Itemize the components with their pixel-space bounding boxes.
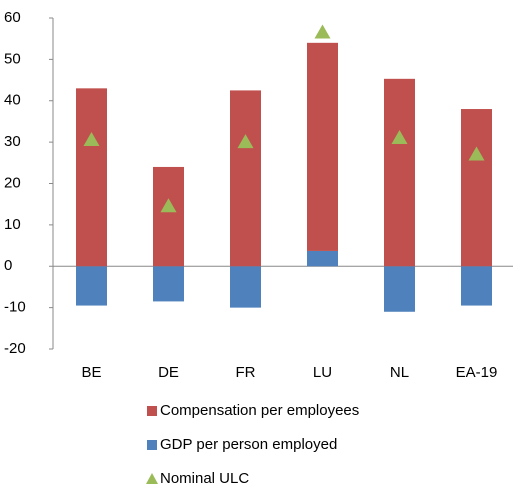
y-tick-label: -10 xyxy=(4,299,26,316)
y-tick-label: 30 xyxy=(4,133,21,150)
marker xyxy=(160,198,177,213)
bar-segment xyxy=(461,266,492,306)
y-tick-label: 0 xyxy=(4,257,12,274)
legend-label: Nominal ULC xyxy=(160,470,249,487)
legend-swatch xyxy=(147,406,157,416)
bar-segment xyxy=(230,90,261,267)
marker xyxy=(83,132,100,147)
marker xyxy=(468,146,485,161)
y-tick-label: 60 xyxy=(4,9,21,26)
x-tick-label: NL xyxy=(390,364,409,381)
bar-segment xyxy=(153,266,184,302)
bar-segment xyxy=(384,266,415,312)
x-tick-label: BE xyxy=(81,364,101,381)
marker xyxy=(237,134,254,149)
legend-marker xyxy=(146,473,158,484)
y-tick-label: 50 xyxy=(4,50,21,67)
marker xyxy=(314,24,331,39)
y-tick-label: 20 xyxy=(4,174,21,191)
x-tick-label: FR xyxy=(236,364,256,381)
y-tick-label: 10 xyxy=(4,216,21,233)
marker xyxy=(391,129,408,144)
bar-segment xyxy=(153,166,184,267)
bar-segment xyxy=(230,266,261,308)
y-tick-label: 40 xyxy=(4,92,21,109)
x-tick-label: LU xyxy=(313,364,332,381)
x-tick-label: DE xyxy=(158,364,179,381)
bar-segment xyxy=(461,109,492,267)
legend-label: Compensation per employees xyxy=(160,402,359,419)
legend-swatch xyxy=(147,440,157,450)
legend-label: GDP per person employed xyxy=(160,436,337,453)
x-tick-label: EA-19 xyxy=(456,364,498,381)
y-tick-label: -20 xyxy=(4,340,26,357)
bar-segment xyxy=(76,266,107,306)
bar-segment xyxy=(307,42,338,251)
bar-segment xyxy=(76,88,107,267)
bar-segment xyxy=(307,250,338,267)
bar-segment xyxy=(384,78,415,267)
